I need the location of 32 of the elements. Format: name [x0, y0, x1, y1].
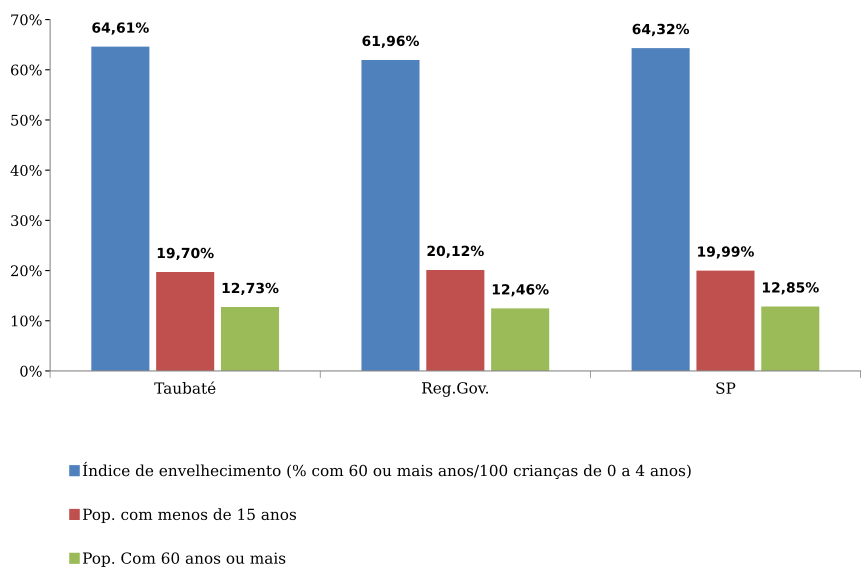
data-label: 64,32%: [632, 24, 690, 36]
data-label: 12,73%: [222, 282, 278, 296]
data-label: 61,96%: [362, 36, 419, 48]
bar: [361, 60, 420, 371]
y-tick-label: 50%: [11, 114, 42, 126]
bar: [220, 307, 280, 371]
data-label: 12,85%: [762, 282, 819, 294]
y-tick-label: 40%: [10, 164, 42, 176]
bar: [491, 308, 550, 371]
bar: [156, 272, 214, 371]
x-tick-label: Reg.Gov.: [422, 382, 488, 397]
bar: [91, 46, 150, 371]
x-tick-label: Taubaté: [154, 381, 216, 394]
y-tick-label: 30%: [11, 215, 42, 226]
y-tick-label: 60%: [11, 64, 42, 76]
y-tick-label: 20%: [11, 265, 42, 276]
legend-label: Pop. com menos de 15 anos: [82, 508, 296, 524]
data-label: 19,70%: [158, 248, 214, 260]
data-label: 19,99%: [698, 246, 754, 259]
data-label: 20,12%: [428, 246, 484, 258]
y-tick-label: 10%: [12, 315, 42, 326]
bar: [632, 48, 690, 371]
data-label: 12,46%: [492, 284, 549, 296]
x-tick-label: SP: [716, 382, 736, 394]
y-tick-label: 70%: [11, 14, 42, 26]
legend-label: Índice de envelhecimento (% com 60 ou mais anos/100 crianças de 0 a 4 anos): [82, 462, 691, 479]
bar: [426, 270, 484, 371]
legend-label: Pop. Com 60 anos ou mais: [82, 552, 286, 567]
bar: [761, 306, 820, 371]
data-label: 64,61%: [92, 22, 149, 35]
y-tick-label: 0%: [20, 366, 42, 377]
bar: [696, 270, 755, 371]
